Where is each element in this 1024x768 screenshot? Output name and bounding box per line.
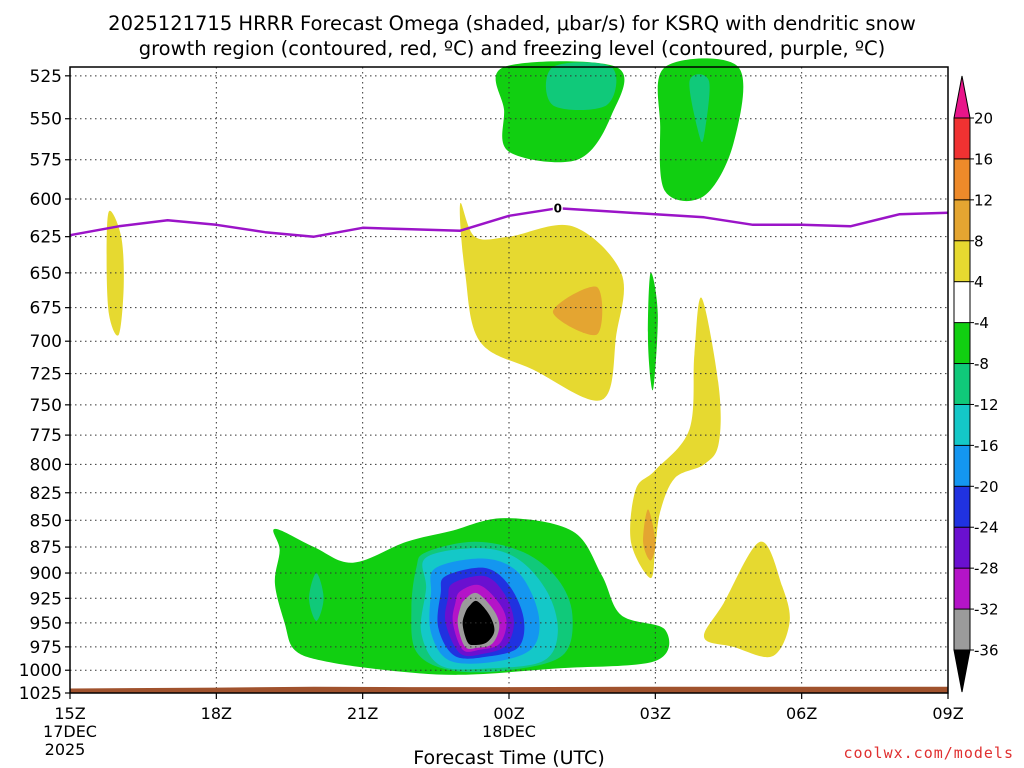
y-tick-label: 950	[30, 614, 62, 634]
colorbar-bin	[954, 158, 970, 201]
chart-title: 2025121715 HRRR Forecast Omega (shaded, …	[108, 12, 916, 60]
y-tick-label: 775	[30, 426, 62, 446]
y-tick-label: 1000	[19, 661, 62, 681]
y-tick-label: 575	[30, 151, 62, 171]
x-tick-label: 03Z	[640, 704, 671, 723]
colorbar-label: -36	[974, 642, 999, 660]
x-tick-label: 21Z	[347, 704, 378, 723]
freezing-level-line	[69, 206, 949, 238]
colorbar-bin	[954, 486, 970, 528]
y-axis-labels: 525 550 575 600 625 650 675 700 725 750 775 800 825 8…	[19, 67, 62, 704]
x-axis-title: Forecast Time (UTC)	[413, 747, 604, 768]
x-tick-label: 00Z	[493, 704, 524, 723]
omega-region-7	[647, 272, 658, 391]
colorbar-label: -12	[974, 396, 999, 414]
omega-region-8	[630, 297, 721, 579]
x-tick-label: 18Z	[201, 704, 232, 723]
footer-credit[interactable]: coolwx.com/models	[843, 744, 1014, 762]
omega-shaded-regions	[106, 58, 790, 675]
omega-region-10	[703, 541, 790, 658]
omega-region-20	[462, 600, 495, 646]
colorbar-bottom-arrow	[953, 649, 971, 693]
omega-region-9	[643, 509, 656, 561]
colorbar-bin	[954, 240, 970, 283]
x-date-label: 17DEC	[43, 722, 97, 741]
colorbar-label: 16	[974, 150, 993, 168]
y-tick-label: 650	[30, 264, 62, 284]
colorbar-label: -16	[974, 437, 999, 455]
grid-lines	[70, 67, 948, 693]
colorbar-label: -4	[974, 314, 989, 332]
omega-region-5	[459, 202, 625, 401]
colorbar-bin	[954, 609, 970, 651]
colorbar-label: -20	[974, 478, 999, 496]
colorbar-bin	[954, 322, 970, 364]
colorbar-label: -8	[974, 355, 989, 373]
colorbar-label: 20	[974, 110, 993, 128]
title-line-1: 2025121715 HRRR Forecast Omega (shaded, …	[108, 12, 916, 35]
colorbar-bin	[954, 199, 970, 242]
x-year-label: 2025	[45, 740, 86, 759]
colorbar-outline	[953, 117, 971, 651]
title-line-2: growth region (contoured, red, ºC) and f…	[139, 37, 886, 60]
x-tick-label: 09Z	[932, 704, 963, 723]
colorbar-label: -28	[974, 560, 999, 578]
freezing-level-label: 0	[554, 202, 562, 216]
omega-region-6	[552, 286, 603, 336]
y-tick-label: 750	[30, 396, 62, 416]
y-tick-label: 850	[30, 511, 62, 531]
axes	[65, 66, 949, 699]
colorbar-bin	[954, 363, 970, 405]
y-tick-label: 975	[30, 638, 62, 658]
y-tick-label: 825	[30, 484, 62, 504]
colorbar-bin	[954, 527, 970, 569]
colorbar-label: 4	[974, 273, 984, 291]
y-tick-label: 800	[30, 455, 62, 475]
colorbar-bin	[954, 568, 970, 610]
colorbar-label: 8	[974, 232, 984, 250]
y-tick-label: 525	[30, 67, 62, 87]
terrain-layer	[70, 686, 948, 693]
freezing-level-layer: 0	[69, 201, 949, 238]
y-tick-label: 1025	[19, 684, 62, 704]
omega-region-3	[689, 74, 710, 143]
x-tick-label: 06Z	[786, 704, 817, 723]
colorbar-top-arrow	[953, 75, 971, 119]
colorbar-label: 12	[974, 191, 993, 209]
terrain	[70, 686, 948, 693]
y-tick-label: 725	[30, 365, 62, 385]
x-tick-label: 15Z	[54, 704, 85, 723]
colorbar-bin	[954, 118, 970, 160]
colorbar-bin	[954, 404, 970, 446]
y-tick-label: 700	[30, 332, 62, 352]
y-tick-label: 675	[30, 299, 62, 319]
colorbar-bin	[954, 445, 970, 487]
omega-region-2	[545, 62, 617, 110]
y-tick-label: 625	[30, 228, 62, 248]
y-tick-label: 925	[30, 589, 62, 609]
y-tick-label: 900	[30, 564, 62, 584]
y-tick-label: 550	[30, 110, 62, 130]
colorbar: 20 16 12 8 4 -4 -8 -12 -16 -20 -24 -28 -32 -36	[953, 75, 999, 693]
x-date-label: 18DEC	[482, 722, 536, 741]
omega-region-13	[309, 573, 324, 621]
y-tick-label: 600	[30, 190, 62, 210]
colorbar-bin	[954, 281, 970, 324]
colorbar-label: -32	[974, 601, 999, 619]
colorbar-label: -24	[974, 519, 999, 537]
freezing-label-bg	[552, 201, 563, 215]
y-tick-label: 875	[30, 538, 62, 558]
